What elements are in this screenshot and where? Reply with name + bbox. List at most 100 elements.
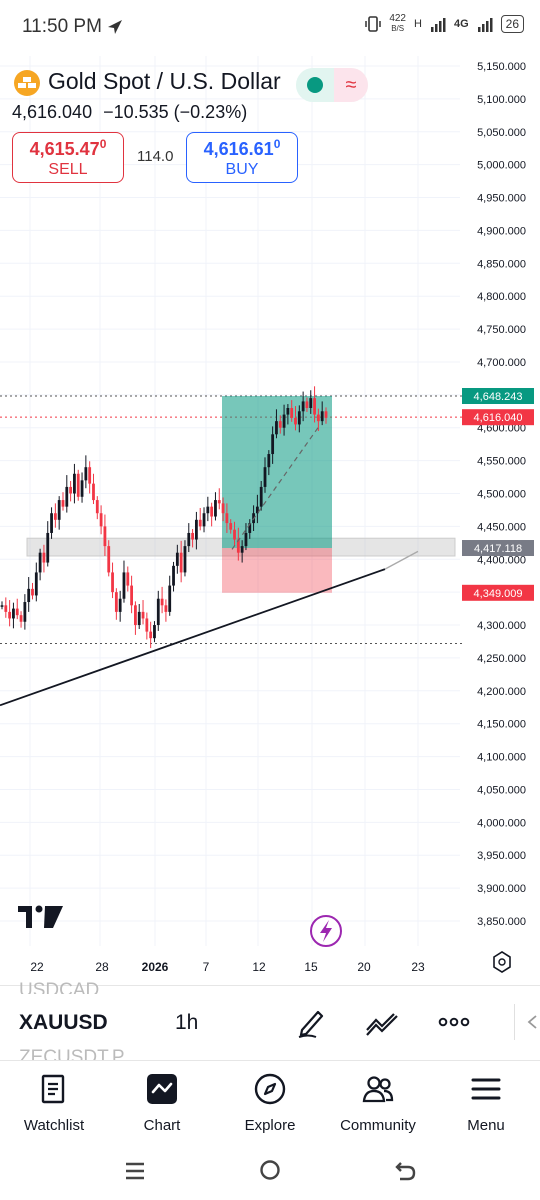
y-tick-label: 4,000.000 xyxy=(477,817,526,829)
collapse-arrow-icon[interactable] xyxy=(526,1014,540,1030)
candle-body xyxy=(301,401,305,412)
candle-body xyxy=(191,532,194,540)
y-tick-label: 3,850.000 xyxy=(477,916,526,928)
candle-body xyxy=(263,467,267,487)
system-nav-bar xyxy=(0,1150,540,1200)
candle-body xyxy=(160,598,164,606)
x-tick-label: 28 xyxy=(95,960,109,974)
candle-body xyxy=(217,500,221,504)
tab-watchlist[interactable]: Watchlist xyxy=(0,1061,108,1151)
candle-body xyxy=(282,414,286,428)
y-tick-label: 4,750.000 xyxy=(477,324,526,336)
price-chart[interactable]: 5,150.000 5,100.000 5,050.000 5,000.000 4,95… xyxy=(0,56,540,986)
candle-body xyxy=(65,486,69,507)
tab-community[interactable]: Community xyxy=(324,1061,432,1151)
price-axis-label-bg xyxy=(462,388,534,405)
symbol-selector[interactable]: XAUUSD xyxy=(19,1011,108,1034)
sell-button[interactable]: 4,615.470 SELL xyxy=(12,132,124,183)
candle-body xyxy=(198,519,202,527)
candle-body xyxy=(153,625,156,639)
network-type: 4G xyxy=(453,18,469,30)
price-axis-label-bg xyxy=(462,584,534,601)
candle-body xyxy=(156,598,160,626)
candle-body xyxy=(46,532,50,563)
candle-body xyxy=(69,486,73,494)
candle-body xyxy=(34,572,38,596)
tab-menu[interactable]: Menu xyxy=(432,1061,540,1151)
candle-body xyxy=(114,592,118,612)
candle-body xyxy=(229,523,233,530)
candle-body xyxy=(73,473,76,494)
tab-explore[interactable]: Explore xyxy=(216,1061,324,1151)
candle-body xyxy=(103,526,107,547)
buy-button[interactable]: 4,616.610 BUY xyxy=(186,132,298,183)
position-stop-zone xyxy=(222,548,332,593)
candle-body xyxy=(23,602,27,622)
candle-body xyxy=(179,552,183,573)
candle-body xyxy=(206,506,210,514)
price-axis-label: 4,648.243 xyxy=(474,391,523,403)
pencil-drawing-icon[interactable] xyxy=(296,1006,328,1038)
candle-body xyxy=(255,506,259,514)
projection-line xyxy=(231,427,319,550)
x-tick-label: 23 xyxy=(411,960,425,974)
market-status-pill[interactable]: ≈ xyxy=(296,68,368,102)
drawing-tools-icon[interactable] xyxy=(364,1006,400,1038)
candle-body xyxy=(99,513,103,527)
candle-body xyxy=(122,572,126,599)
x-tick-label: 2026 xyxy=(142,960,169,974)
candle-body xyxy=(76,473,80,497)
chart-icon xyxy=(147,1074,177,1104)
x-tick-label: 12 xyxy=(252,960,266,974)
candle-body xyxy=(15,608,19,616)
y-tick-label: 4,250.000 xyxy=(477,653,526,665)
x-tick-label: 15 xyxy=(304,960,318,974)
candle-body xyxy=(248,523,252,533)
candle-body xyxy=(141,611,145,619)
tab-chart[interactable]: Chart xyxy=(108,1061,216,1151)
candle-body xyxy=(320,411,324,422)
candle-body xyxy=(126,572,130,586)
symbol-title[interactable]: Gold Spot / U.S. Dollar xyxy=(48,68,281,94)
x-tick-label: 20 xyxy=(357,960,371,974)
recents-icon[interactable] xyxy=(124,1160,146,1182)
signal-icon-2 xyxy=(477,18,493,32)
y-tick-label: 5,000.000 xyxy=(477,160,526,172)
candle-body xyxy=(294,417,297,425)
candle-body xyxy=(316,414,320,422)
candle-body xyxy=(92,483,95,501)
candle-body xyxy=(61,500,65,507)
candle-body xyxy=(88,467,92,484)
status-time: 11:50 PM xyxy=(22,16,102,37)
candle-body xyxy=(111,572,114,593)
candle-body xyxy=(50,513,53,533)
candle-body xyxy=(233,529,236,540)
candle-body xyxy=(95,500,99,514)
home-icon[interactable] xyxy=(259,1159,281,1181)
y-tick-label: 3,950.000 xyxy=(477,850,526,862)
candle-body xyxy=(12,608,15,619)
candle-body xyxy=(80,480,84,497)
candle-body xyxy=(107,546,111,573)
candle-body xyxy=(19,615,23,622)
price-quote: 4,616.040 −10.535 (−0.23%) xyxy=(12,102,247,123)
market-open-dot-icon xyxy=(307,77,323,93)
candle-body xyxy=(27,588,31,603)
location-arrow-icon xyxy=(108,20,122,34)
candle-body xyxy=(53,513,57,520)
buy-price: 4,616.61 xyxy=(203,139,274,159)
candle-body xyxy=(187,532,191,547)
candle-body xyxy=(164,605,168,612)
y-tick-label: 5,050.000 xyxy=(477,127,526,139)
candle-body xyxy=(202,513,206,527)
candle-body xyxy=(313,398,316,415)
back-icon[interactable] xyxy=(394,1159,416,1183)
candle-body xyxy=(118,598,122,612)
status-bar: 11:50 PM 422 B/S H 4G 26 xyxy=(0,0,540,56)
chart-settings-icon-center xyxy=(498,958,506,966)
candle-body xyxy=(286,408,290,415)
more-options-icon[interactable] xyxy=(438,1014,470,1030)
y-tick-label: 4,050.000 xyxy=(477,784,526,796)
interval-selector[interactable]: 1h xyxy=(175,1011,199,1034)
network-type-h: H xyxy=(414,18,422,30)
